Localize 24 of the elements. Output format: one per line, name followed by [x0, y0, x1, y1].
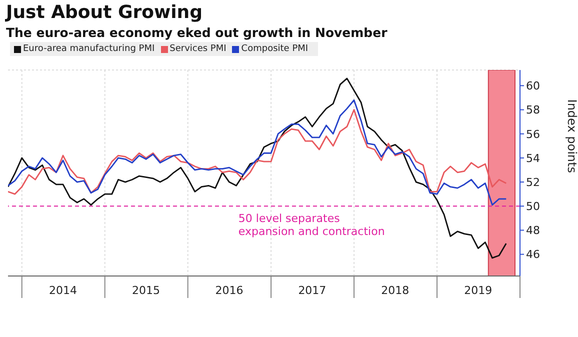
y-axis-title: Index points: [564, 99, 578, 173]
legend-label: Services PMI: [168, 43, 226, 55]
chart-subtitle: The euro-area economy eked out growth in November: [6, 25, 388, 40]
x-tick-label: 2016: [215, 284, 244, 297]
y-tick-label: 56: [526, 128, 540, 141]
chart-title: Just About Growing: [6, 2, 202, 23]
x-tick-label: 2014: [49, 284, 78, 297]
y-tick-label: 48: [526, 224, 540, 238]
x-tick-label: 2017: [298, 284, 326, 297]
legend-label: Composite PMI: [240, 43, 308, 55]
x-tick-label: 2015: [132, 284, 160, 297]
x-tick-label: 2019: [464, 284, 492, 297]
line-series: [8, 78, 507, 259]
line-series: [8, 109, 507, 195]
legend-label: Euro-area manufacturing PMI: [22, 43, 155, 55]
y-tick-label: 58: [526, 104, 540, 117]
y-tick-label: 46: [526, 248, 540, 262]
x-tick-label: 2018: [381, 284, 410, 297]
ref-line-label: 50 level separates expansion and contraction: [238, 212, 385, 238]
y-tick-label: 50: [526, 200, 540, 214]
y-tick-label: 60: [526, 80, 540, 93]
line-series: [8, 99, 507, 206]
y-tick-label: 52: [526, 176, 540, 189]
y-tick-label: 54: [526, 152, 540, 165]
